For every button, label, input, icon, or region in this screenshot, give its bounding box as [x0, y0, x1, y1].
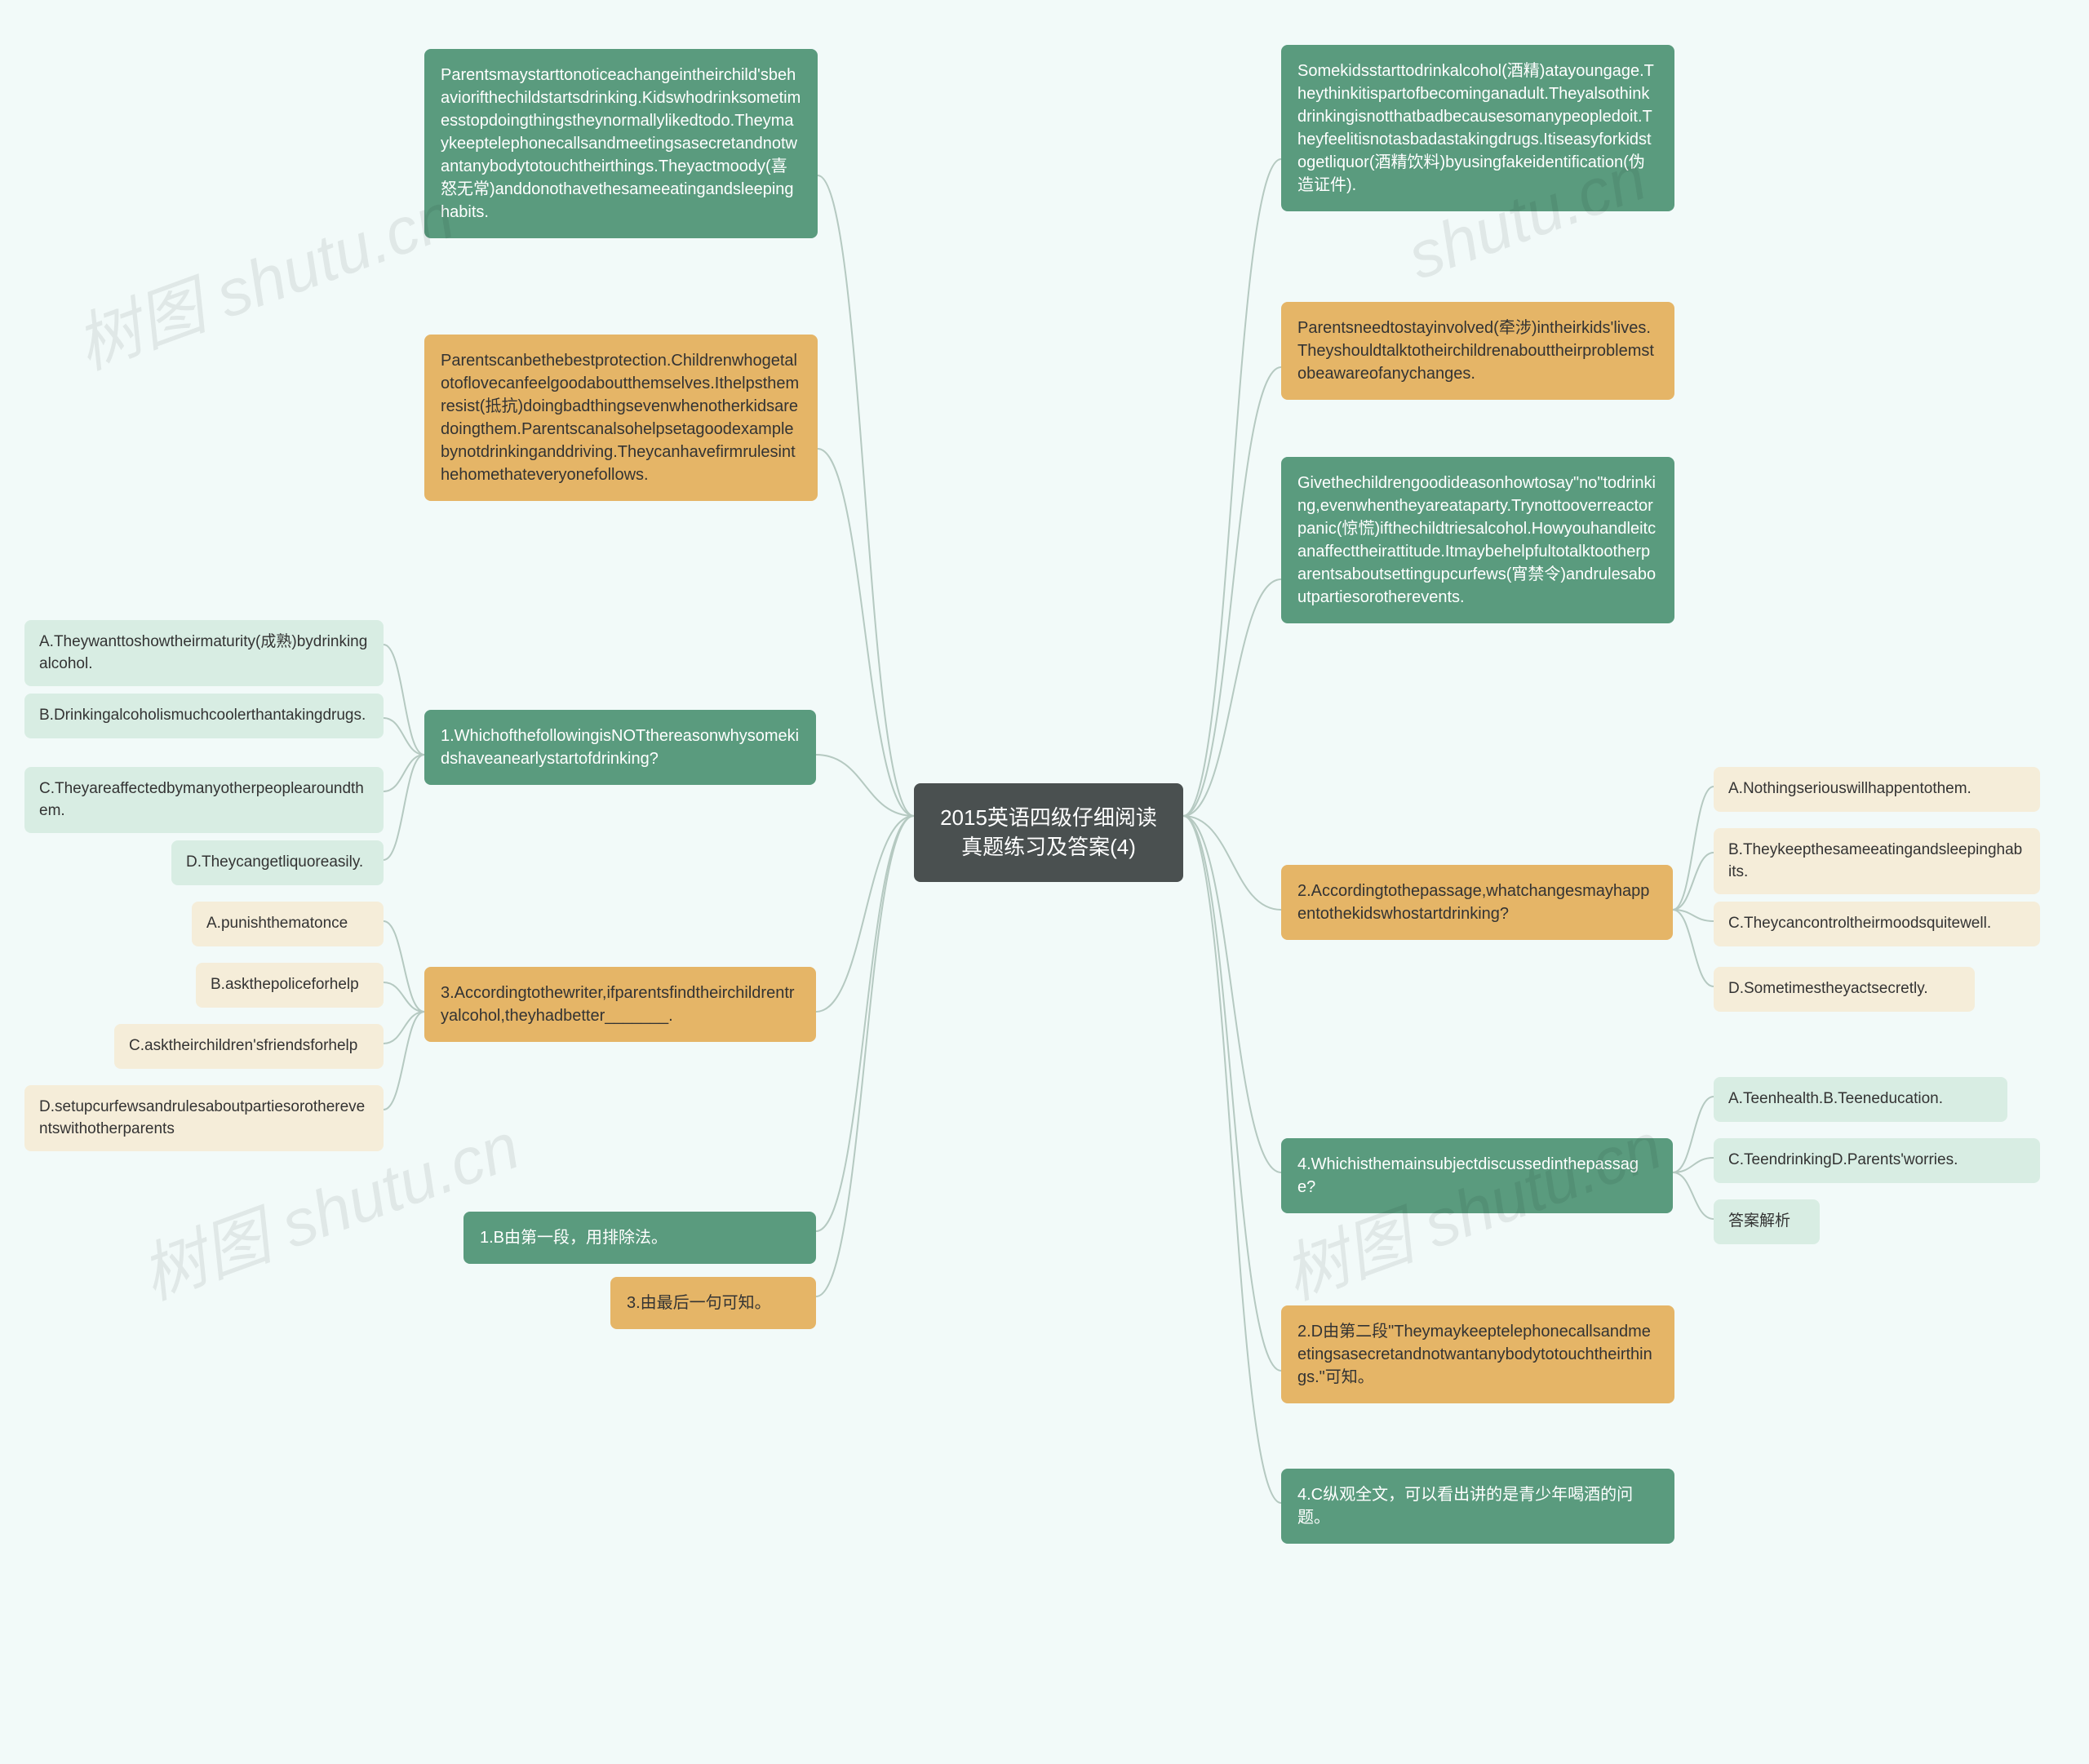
- question-2[interactable]: 2.Accordingtothepassage,whatchangesmayha…: [1281, 865, 1673, 940]
- paragraph-parents-notice[interactable]: Parentsmaystarttonoticeachangeintheirchi…: [424, 49, 818, 238]
- paragraph-kids-drink[interactable]: Somekidsstarttodrinkalcohol(酒精)atayounga…: [1281, 45, 1674, 211]
- question-4[interactable]: 4.Whichisthemainsubjectdiscussedinthepas…: [1281, 1138, 1673, 1213]
- paragraph-good-ideas[interactable]: Givethechildrengoodideasonhowtosay"no"to…: [1281, 457, 1674, 623]
- paragraph-parents-protection[interactable]: Parentscanbethebestprotection.Childrenwh…: [424, 335, 818, 501]
- answer-1[interactable]: 1.B由第一段，用排除法。: [463, 1212, 816, 1264]
- paragraph-parents-involved[interactable]: Parentsneedtostayinvolved(牵涉)intheirkids…: [1281, 302, 1674, 400]
- question-2-option-d[interactable]: D.Sometimestheyactsecretly.: [1714, 967, 1975, 1012]
- answer-2[interactable]: 2.D由第二段"Theymaykeeptelephonecallsandmeet…: [1281, 1305, 1674, 1403]
- answer-4[interactable]: 4.C纵观全文，可以看出讲的是青少年喝酒的问题。: [1281, 1469, 1674, 1544]
- question-3-option-c[interactable]: C.asktheirchildren'sfriendsforhelp: [114, 1024, 384, 1069]
- question-1-option-b[interactable]: B.Drinkingalcoholismuchcoolerthantakingd…: [24, 694, 384, 738]
- question-3-option-d[interactable]: D.setupcurfewsandrulesaboutpartiesorothe…: [24, 1085, 384, 1151]
- question-1-option-d[interactable]: D.Theycangetliquoreasily.: [171, 840, 384, 885]
- question-3[interactable]: 3.Accordingtothewriter,ifparentsfindthei…: [424, 967, 816, 1042]
- question-4-option-d[interactable]: 答案解析: [1714, 1199, 1820, 1244]
- question-3-option-a[interactable]: A.punishthematonce: [192, 902, 384, 946]
- question-4-option-a[interactable]: A.Teenhealth.B.Teeneducation.: [1714, 1077, 2007, 1122]
- question-1[interactable]: 1.WhichofthefollowingisNOTthereasonwhyso…: [424, 710, 816, 785]
- question-2-option-c[interactable]: C.Theycancontroltheirmoodsquitewell.: [1714, 902, 2040, 946]
- root-node[interactable]: 2015英语四级仔细阅读真题练习及答案(4): [914, 783, 1183, 882]
- question-2-option-a[interactable]: A.Nothingseriouswillhappentothem.: [1714, 767, 2040, 812]
- watermark: 树图 shutu.cn: [61, 164, 465, 388]
- question-1-option-c[interactable]: C.Theyareaffectedbymanyotherpeoplearound…: [24, 767, 384, 833]
- question-3-option-b[interactable]: B.askthepoliceforhelp: [196, 963, 384, 1008]
- question-1-option-a[interactable]: A.Theywanttoshowtheirmaturity(成熟)bydrink…: [24, 620, 384, 686]
- question-4-option-c[interactable]: C.TeendrinkingD.Parents'worries.: [1714, 1138, 2040, 1183]
- question-2-option-b[interactable]: B.Theykeepthesameeatingandsleepinghabits…: [1714, 828, 2040, 894]
- answer-3[interactable]: 3.由最后一句可知。: [610, 1277, 816, 1329]
